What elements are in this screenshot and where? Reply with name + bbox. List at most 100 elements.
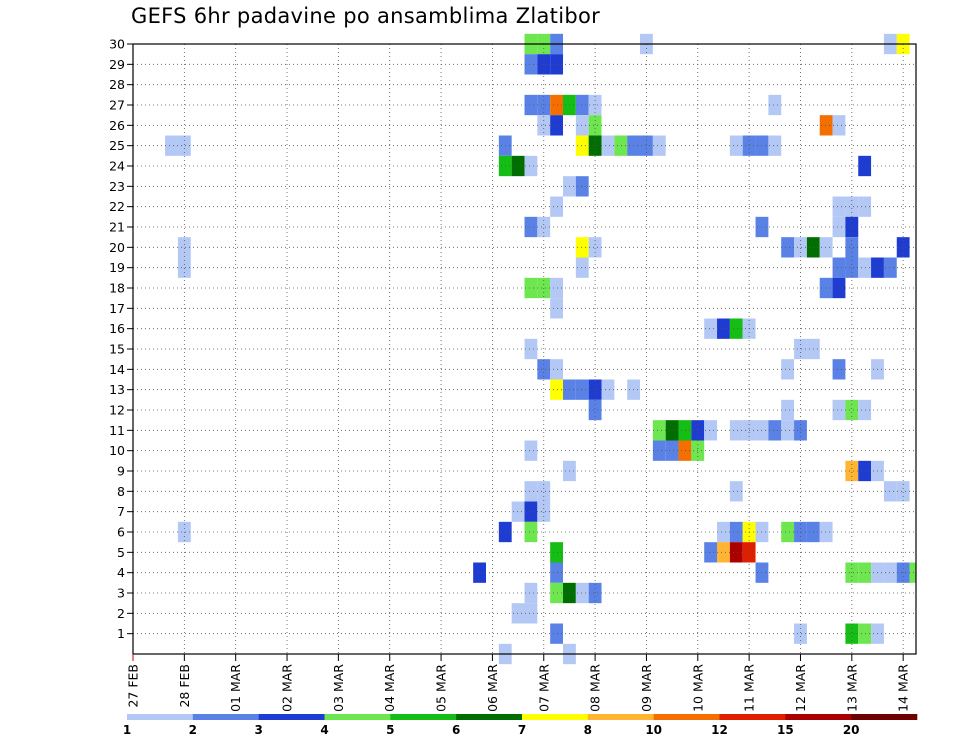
heatmap-cell <box>845 460 859 482</box>
heatmap-cell <box>550 277 564 299</box>
heatmap-cell <box>845 196 859 217</box>
heatmap-cell <box>575 115 589 136</box>
heatmap-cell <box>575 257 589 278</box>
heatmap-cell <box>511 603 525 624</box>
x-tick-label: 11 MAR <box>742 664 757 712</box>
heatmap-cell <box>652 440 666 461</box>
colorbar-label: 20 <box>843 723 860 737</box>
heatmap-cell <box>768 135 782 156</box>
heatmap-cell <box>768 94 782 116</box>
y-tick-label: 12 <box>109 403 125 418</box>
colorbar-swatch <box>653 714 720 720</box>
colorbar-swatch <box>785 714 852 720</box>
colorbar-label: 4 <box>320 723 328 737</box>
heatmap-cell <box>883 481 897 502</box>
colorbar-label: 2 <box>189 723 197 737</box>
x-tick-label: 12 MAR <box>793 664 808 712</box>
y-tick-label: 26 <box>109 118 125 133</box>
heatmap-cell <box>177 135 191 156</box>
heatmap-cell <box>704 420 718 441</box>
heatmap-cell <box>717 318 730 339</box>
x-tick-label: 28 FEB <box>177 664 192 708</box>
y-tick-label: 15 <box>109 342 125 357</box>
heatmap-cell <box>845 257 859 278</box>
y-tick-label: 8 <box>117 484 125 499</box>
heatmap-cell <box>845 623 859 644</box>
heatmap-cell <box>665 420 679 441</box>
y-tick-label: 20 <box>109 240 125 255</box>
heatmap-cell <box>832 359 846 380</box>
heatmap-cell <box>177 521 191 543</box>
cells-layer <box>165 33 916 665</box>
heatmap-cell <box>524 440 538 461</box>
heatmap-cell <box>858 562 872 583</box>
y-tick-label: 27 <box>109 98 125 113</box>
heatmap-cell <box>550 94 564 116</box>
heatmap-cell <box>575 94 589 116</box>
heatmap-cell <box>781 420 795 441</box>
heatmap-cell <box>550 562 564 583</box>
heatmap-cell <box>717 521 730 543</box>
colorbar-label: 6 <box>452 723 460 737</box>
heatmap-cell <box>550 115 564 136</box>
heatmap-cell <box>768 420 782 441</box>
heatmap-cell <box>588 399 602 421</box>
y-tick-label: 25 <box>109 138 125 153</box>
heatmap-cell <box>524 54 538 75</box>
heatmap-cell <box>575 237 589 258</box>
heatmap-cell <box>794 237 807 258</box>
heatmap-cell <box>729 135 743 156</box>
heatmap-cell <box>177 257 191 278</box>
y-tick-label: 4 <box>117 565 125 580</box>
heatmap-cell <box>717 542 730 563</box>
heatmap-cell <box>652 135 666 156</box>
heatmap-cell <box>794 521 807 543</box>
grid-layer <box>132 43 916 654</box>
heatmap-cell <box>678 420 692 441</box>
heatmap-cell <box>704 318 718 339</box>
heatmap-cell <box>909 562 916 583</box>
colorbar-swatch <box>192 714 259 720</box>
colorbar-label: 1 <box>123 723 131 737</box>
y-tick-label: 19 <box>109 260 125 275</box>
heatmap-cell <box>819 277 833 299</box>
heatmap-cell <box>781 399 795 421</box>
heatmap-cell <box>858 196 872 217</box>
heatmap-cell <box>729 481 743 502</box>
heatmap-cell <box>588 379 602 400</box>
x-tick-label: 04 MAR <box>382 664 397 712</box>
heatmap-cell <box>550 542 564 563</box>
heatmap-cell <box>524 155 538 177</box>
heatmap-cell <box>575 582 589 604</box>
heatmap-cell <box>473 562 486 583</box>
heatmap-cell <box>819 521 833 543</box>
colorbar-swatch <box>258 714 325 720</box>
heatmap-cell <box>845 216 859 238</box>
heatmap-cell <box>601 135 615 156</box>
heatmap-cell <box>524 481 538 502</box>
heatmap-cell <box>511 155 525 177</box>
heatmap-cell <box>832 277 846 299</box>
heatmap-cell <box>550 54 564 75</box>
heatmap-cell <box>575 135 589 156</box>
colorbar-label: 10 <box>645 723 662 737</box>
colorbar-label: 12 <box>711 723 728 737</box>
heatmap-cell <box>537 481 551 502</box>
heatmap-cell <box>794 420 807 441</box>
y-tick-label: 16 <box>109 321 125 336</box>
heatmap-cell <box>781 237 795 258</box>
heatmap-cell <box>858 623 872 644</box>
heatmap-cell <box>165 135 178 156</box>
y-tick-label: 23 <box>109 179 125 194</box>
colorbar-swatch <box>390 714 457 720</box>
heatmap-cell <box>652 420 666 441</box>
y-tick-label: 13 <box>109 382 125 397</box>
heatmap-cell <box>524 338 538 360</box>
heatmap-cell <box>537 359 551 380</box>
colorbar-swatch <box>456 714 523 720</box>
heatmap-cell <box>550 379 564 400</box>
colorbar-swatch <box>719 714 786 720</box>
heatmap-cell <box>832 399 846 421</box>
x-tick-label: 03 MAR <box>331 664 346 712</box>
